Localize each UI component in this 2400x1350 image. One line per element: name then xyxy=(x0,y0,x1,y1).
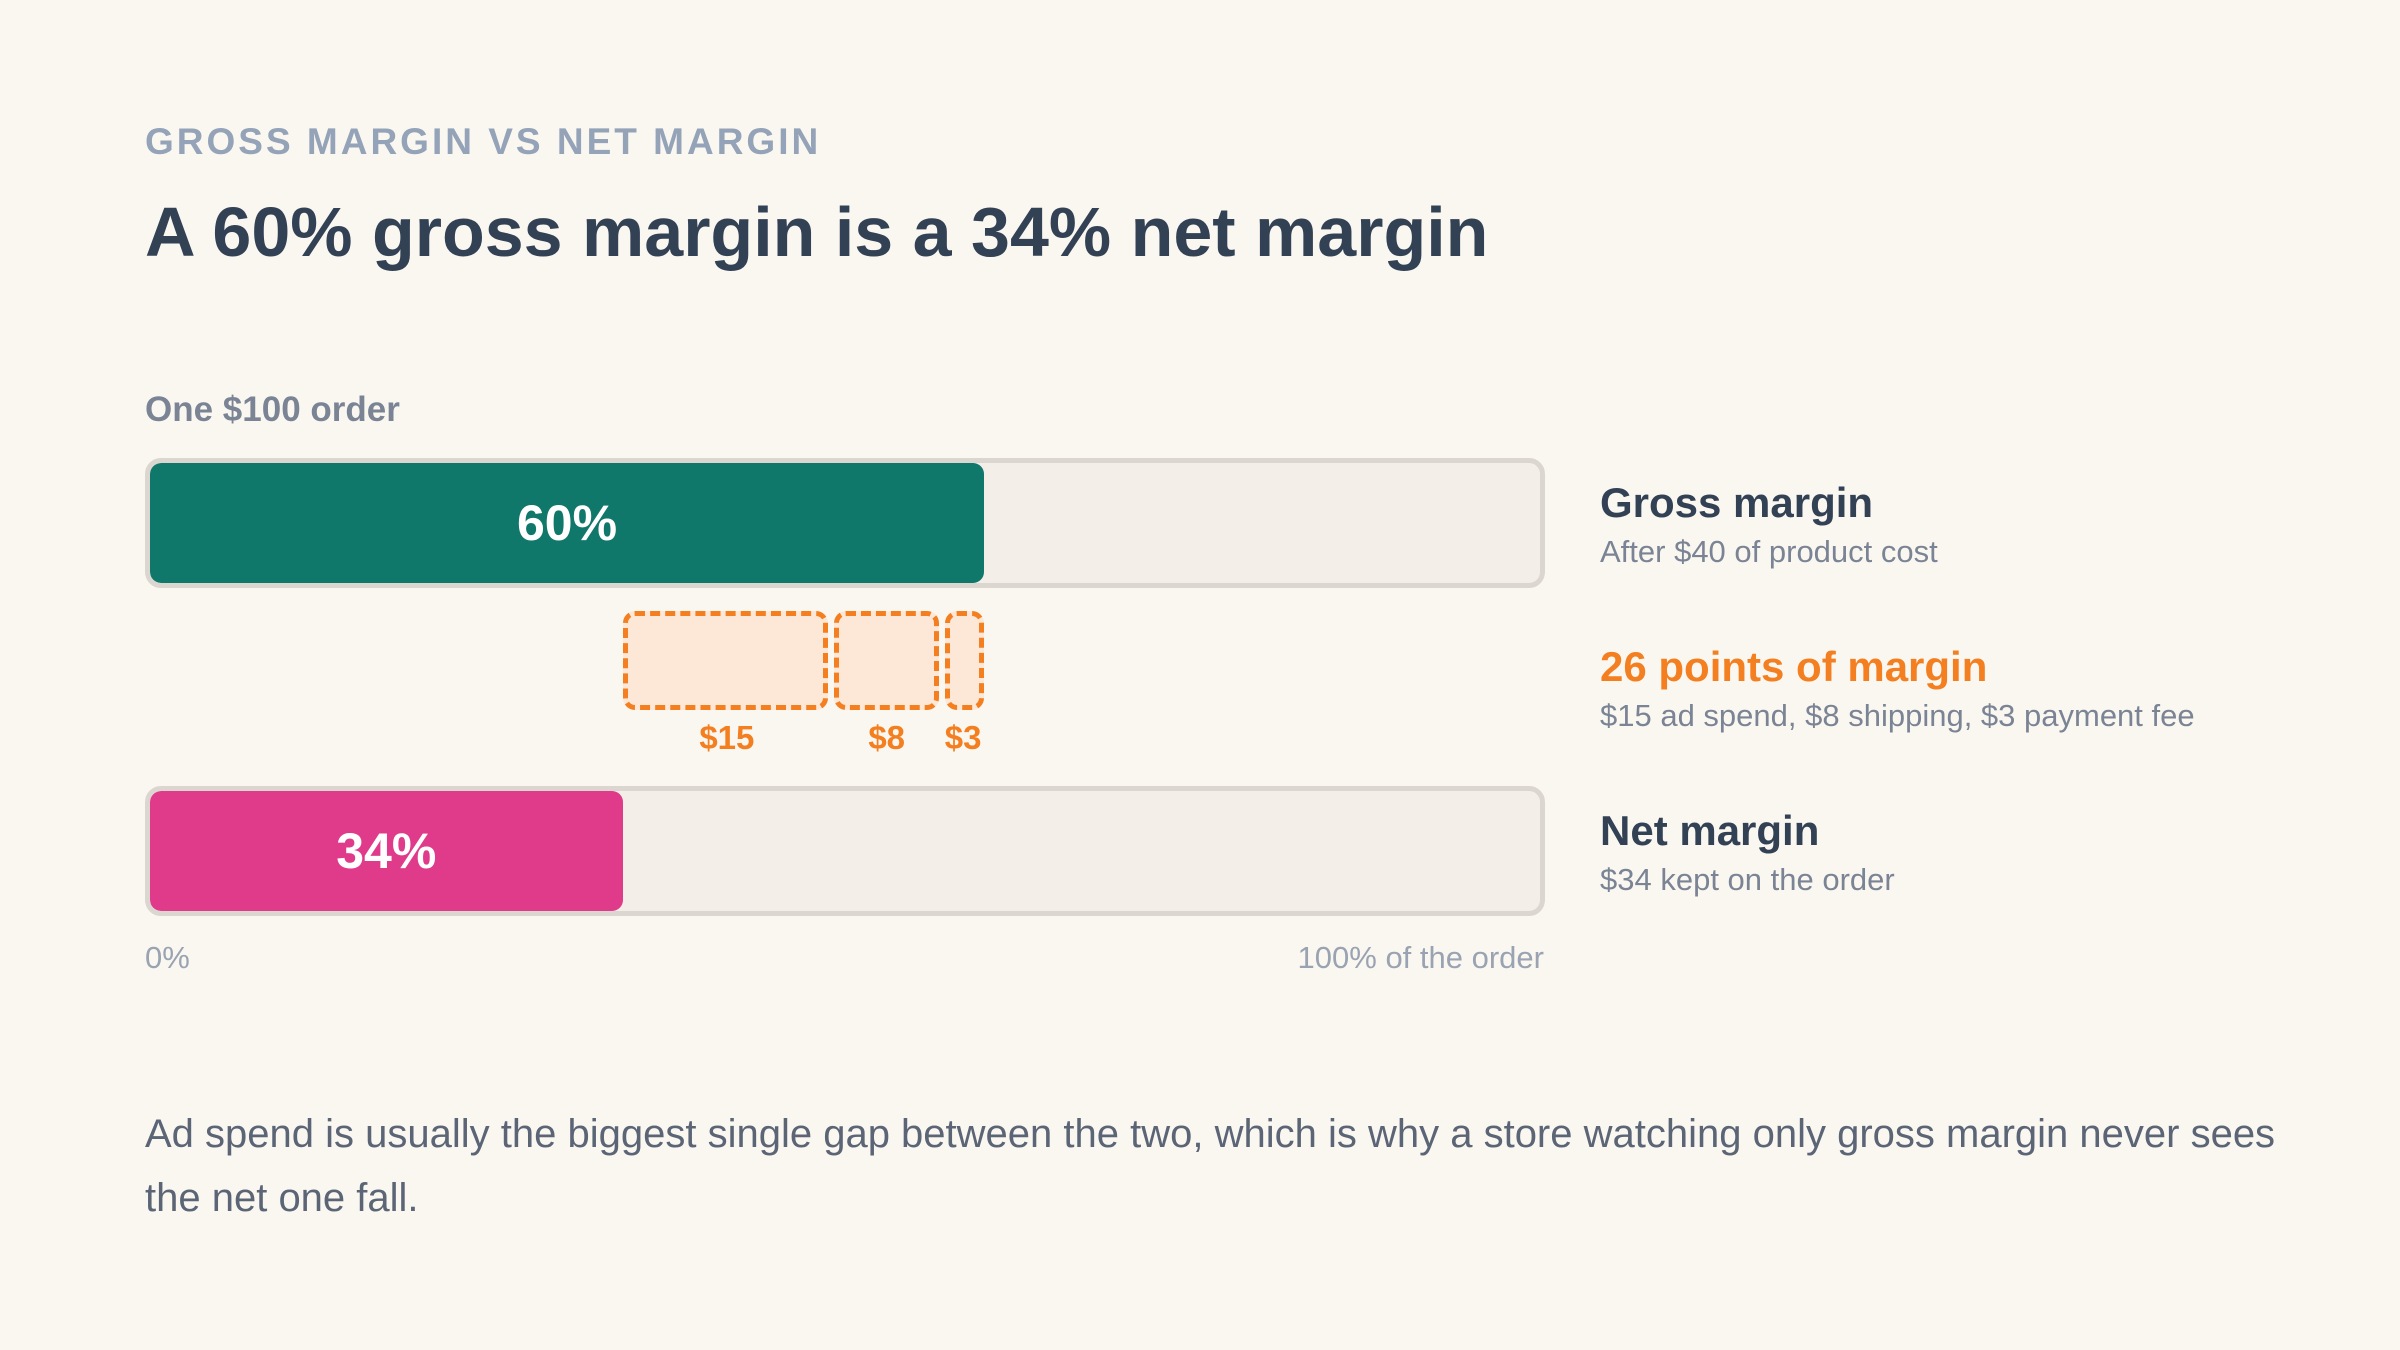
legend-net-subtitle: $34 kept on the order xyxy=(1600,862,1895,897)
legend-net-margin: Net margin $34 kept on the order xyxy=(1600,806,1895,901)
legend-gross-title: Gross margin xyxy=(1600,479,1874,526)
net-margin-bar: 34% xyxy=(150,791,623,911)
chart-title: One $100 order xyxy=(145,390,400,429)
gross-margin-track: 60% xyxy=(145,458,1545,588)
page-title: A 60% gross margin is a 34% net margin xyxy=(145,193,1489,271)
axis-max-label: 100% of the order xyxy=(1297,940,1544,975)
cost-segment-shipping xyxy=(834,611,940,710)
cost-segment-label: $15 xyxy=(699,719,755,756)
legend-net-title: Net margin xyxy=(1600,807,1820,854)
gross-margin-bar: 60% xyxy=(150,463,984,583)
legend-gross-margin: Gross margin After $40 of product cost xyxy=(1600,478,1938,573)
gross-margin-value-label: 60% xyxy=(516,495,618,551)
footnote: Ad spend is usually the biggest single g… xyxy=(145,1112,2276,1220)
legend-gross-subtitle: After $40 of product cost xyxy=(1600,534,1938,569)
net-margin-value-label: 34% xyxy=(336,823,437,879)
net-margin-track: 34% xyxy=(145,786,1545,916)
legend-cost-subtitle: $15 ad spend, $8 shipping, $3 payment fe… xyxy=(1600,698,2195,733)
cost-segment-payment-fee xyxy=(945,611,984,710)
eyebrow-label: GROSS MARGIN VS NET MARGIN xyxy=(145,121,822,162)
axis-min-label: 0% xyxy=(145,940,190,975)
cost-segment-label: $8 xyxy=(868,719,906,756)
cost-segment-label: $3 xyxy=(944,719,982,756)
legend-cost-title: 26 points of margin xyxy=(1600,643,1988,690)
legend-cost-points: 26 points of margin $15 ad spend, $8 shi… xyxy=(1600,642,2195,737)
cost-segment-ad-spend xyxy=(622,611,829,710)
